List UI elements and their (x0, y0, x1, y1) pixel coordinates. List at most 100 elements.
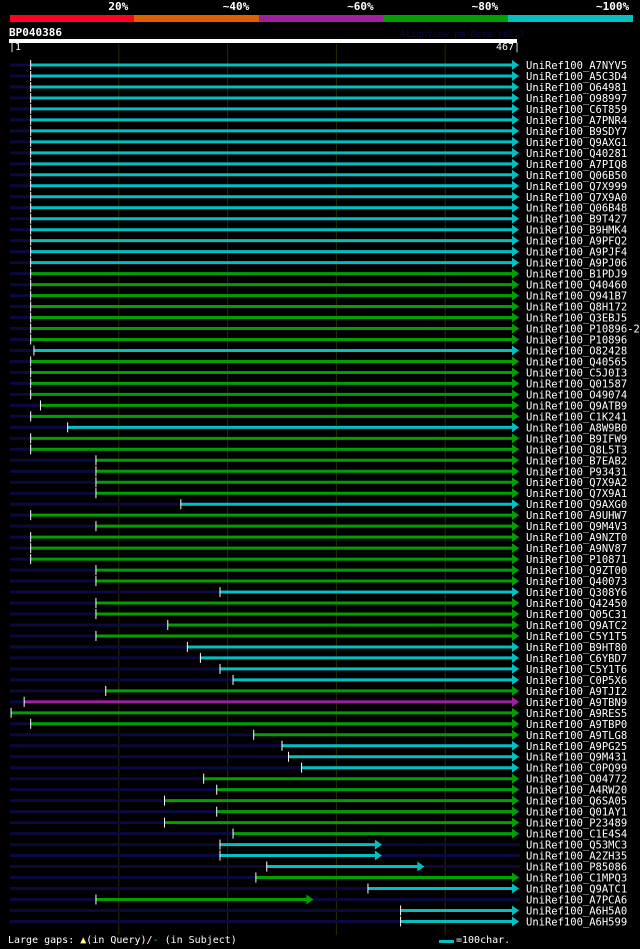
hit-arrow-icon (512, 389, 519, 400)
hit-arrow-icon (374, 850, 382, 861)
hit-arrow-icon (512, 378, 519, 389)
hit-label: UniRef100_B9HT80 (526, 642, 627, 654)
hit-label: UniRef100_O49074 (526, 389, 627, 401)
hit-label: UniRef100_C1E4S4 (526, 829, 627, 841)
hit-label: UniRef100_A9PG25 (526, 741, 627, 753)
hit-label: UniRef100_Q01587 (526, 378, 627, 390)
hit-arrow-icon (512, 103, 519, 114)
hit-label: UniRef100_A9PJ06 (526, 258, 627, 270)
hit-arrow-icon (512, 685, 519, 696)
hit-label: UniRef100_A9PFQ2 (526, 236, 627, 248)
hit-arrow-icon (512, 872, 519, 883)
hit-arrow-icon (512, 751, 519, 762)
hit-arrow-icon (512, 433, 519, 444)
hit-label: UniRef100_C6T859 (526, 104, 627, 116)
hit-label: UniRef100_C5J0I3 (526, 367, 627, 379)
hit-arrow-icon (512, 60, 519, 70)
identity-scale-label: ~60% (347, 0, 374, 13)
hit-label: UniRef100_B9SDY7 (526, 126, 627, 138)
hit-arrow-icon (512, 543, 519, 554)
hit-label: UniRef100_A9UHW7 (526, 510, 627, 522)
hit-arrow-icon (512, 576, 519, 587)
hit-label: UniRef100_C0P5X6 (526, 675, 627, 687)
hit-label: UniRef100_A2ZH35 (526, 851, 627, 863)
hit-arrow-icon (512, 224, 519, 235)
query-name: BP040386 (9, 26, 62, 39)
hit-label: UniRef100_Q9M431 (526, 752, 627, 764)
hit-label: UniRef100_P23489 (526, 818, 627, 830)
subject-gap-icon: - (152, 935, 159, 946)
hit-arrow-icon (512, 663, 519, 674)
hit-label: UniRef100_Q7X9A1 (526, 488, 627, 500)
hit-label: UniRef100_Q7X9A2 (526, 477, 627, 489)
hit-label: UniRef100_Q40073 (526, 576, 627, 588)
hit-label: UniRef100_Q9AXG1 (526, 137, 627, 149)
hit-label: UniRef100_P10896 (526, 335, 627, 347)
hit-label: UniRef100_O82428 (526, 345, 627, 357)
hit-arrow-icon (512, 268, 519, 279)
hit-label: UniRef100_Q9ATC1 (526, 884, 627, 896)
hit-label: UniRef100_Q308Y6 (526, 587, 627, 599)
hit-arrow-icon (512, 499, 519, 510)
hit-arrow-icon (512, 619, 519, 630)
hit-arrow-icon (512, 598, 519, 609)
hit-arrow-icon (512, 444, 519, 455)
hit-arrow-icon (512, 784, 519, 795)
hit-label: UniRef100_A7PCA6 (526, 894, 627, 906)
hit-label: UniRef100_P10871 (526, 554, 627, 566)
hit-label: UniRef100_Q06B50 (526, 170, 627, 182)
hit-arrow-icon (512, 521, 519, 532)
hit-label: UniRef100_B9HMK4 (526, 225, 627, 237)
hit-arrow-icon (374, 839, 382, 850)
query-bar (9, 39, 517, 43)
hit-arrow-icon (512, 400, 519, 411)
hit-arrow-icon (512, 455, 519, 466)
hit-label: UniRef100_Q42450 (526, 598, 627, 610)
hit-label: UniRef100_A9TBP0 (526, 719, 627, 731)
hit-arrow-icon (512, 718, 519, 729)
hit-arrow-icon (512, 762, 519, 773)
hit-label: UniRef100_P85086 (526, 862, 627, 874)
hit-label: UniRef100_O98997 (526, 93, 627, 105)
hit-label: UniRef100_Q7X999 (526, 181, 627, 193)
query-start-label: |1 (9, 42, 22, 53)
hit-arrow-icon (512, 147, 519, 158)
hit-label: UniRef100_A9TBN9 (526, 697, 627, 709)
hit-arrow-icon (512, 510, 519, 521)
hit-arrow-icon (512, 795, 519, 806)
hit-arrow-icon (512, 916, 519, 927)
hit-arrow-icon (512, 92, 519, 103)
identity-scale-segment (134, 15, 260, 22)
hit-label: UniRef100_Q40565 (526, 356, 627, 368)
hit-arrow-icon (512, 817, 519, 828)
hit-label: UniRef100_C5Y1T6 (526, 664, 627, 676)
legend-subject-text: (in Subject) (158, 935, 237, 946)
hit-arrow-icon (512, 301, 519, 312)
hit-label: UniRef100_Q3EBJ5 (526, 313, 627, 325)
hit-label: UniRef100_A6H5A0 (526, 905, 627, 917)
hit-arrow-icon (512, 257, 519, 268)
hit-label: UniRef100_A9TJI2 (526, 686, 627, 698)
hit-arrow-icon (512, 696, 519, 707)
hit-label: UniRef100_A4RW20 (526, 785, 627, 797)
hit-label: UniRef100_Q40460 (526, 280, 627, 292)
hit-arrow-icon (512, 532, 519, 543)
hit-arrow-icon (512, 81, 519, 92)
identity-scale-label: ~100% (596, 0, 630, 13)
hit-label: UniRef100_Q53MC3 (526, 840, 627, 852)
hit-label: UniRef100_C1MPQ3 (526, 873, 627, 885)
hit-arrow-icon (512, 70, 519, 81)
hit-arrow-icon (512, 136, 519, 147)
hit-arrow-icon (512, 652, 519, 663)
hit-arrow-icon (512, 202, 519, 213)
hit-label: UniRef100_A9RES5 (526, 708, 627, 720)
hit-arrow-icon (512, 312, 519, 323)
hit-arrow-icon (512, 828, 519, 839)
scale-key-text: =100char. (456, 935, 511, 946)
hit-label: UniRef100_A9PJF4 (526, 247, 627, 259)
hit-arrow-icon (512, 883, 519, 894)
hit-arrow-icon (512, 411, 519, 422)
hit-arrow-icon (306, 894, 314, 905)
hit-arrow-icon (512, 169, 519, 180)
